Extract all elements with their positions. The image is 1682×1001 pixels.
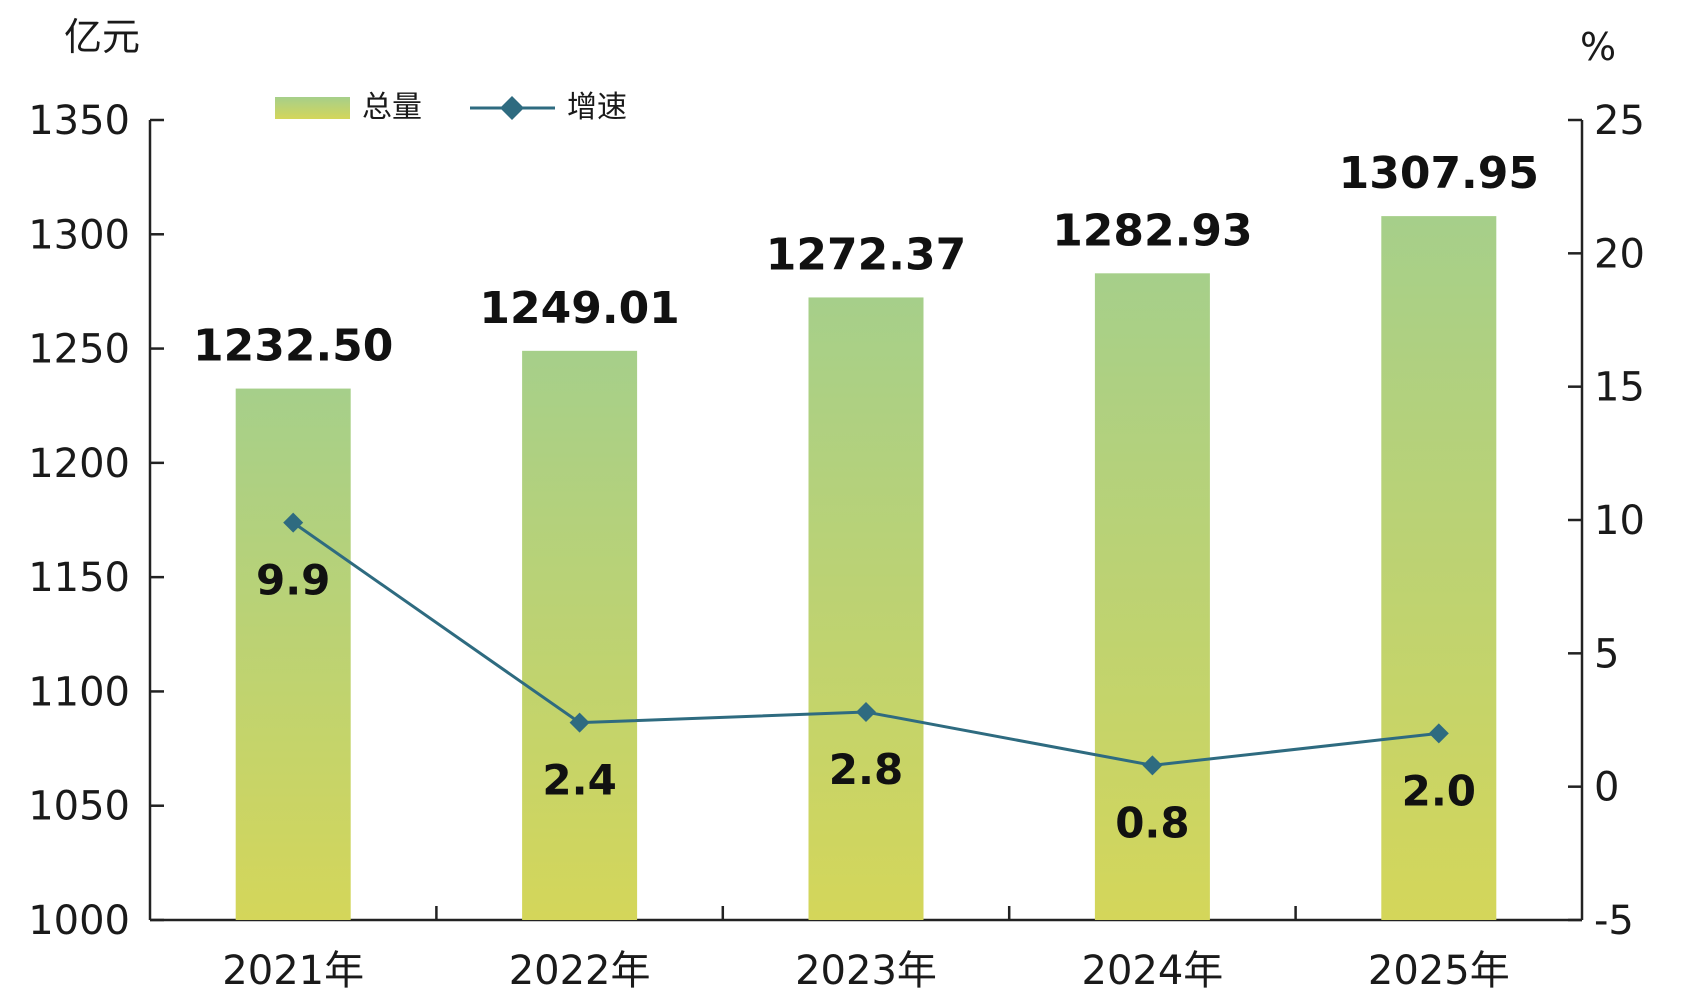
legend-bar-swatch [275,97,350,119]
right-tick-label: 0 [1594,765,1619,811]
left-axis-unit: 亿元 [64,15,140,59]
bar [522,350,638,920]
right-tick-label: 20 [1594,231,1645,277]
growth-point [856,702,876,722]
legend-bar-label: 总量 [362,90,422,125]
growth-point [569,712,590,733]
bar [1381,216,1497,921]
legend-line-label: 增速 [567,90,627,125]
left-tick-label: 1100 [28,669,130,715]
growth-point [283,512,304,533]
x-tick-label: 2022年 [509,948,651,994]
line-labels: 9.9 2.4 2.8 0.8 2.0 [256,556,1476,848]
bar-value-label: 1272.37 [766,229,966,280]
bar [235,388,351,921]
bars [235,216,1497,921]
bar-value-label: 1307.95 [1339,148,1539,199]
growth-value-label: 2.0 [1402,766,1476,815]
bar-labels: 1232.50 1249.01 1272.37 1282.93 1307.95 [193,148,1539,371]
growth-line [283,512,1449,776]
growth-point [1142,755,1163,776]
right-tick-label: 25 [1594,98,1645,144]
growth-point [1428,723,1449,744]
growth-value-label: 9.9 [256,556,330,605]
right-tick-label: 5 [1594,631,1619,677]
bar-value-label: 1232.50 [193,321,393,372]
left-tick-label: 1000 [28,898,130,944]
x-tick-label: 2021年 [222,948,364,994]
x-tick-label: 2023年 [795,948,937,994]
bar [1094,273,1210,920]
axes: 1000 1050 1100 1150 1200 1250 1300 1350 -5 0 5 10 15… [28,98,1645,994]
right-tick-label: 10 [1594,498,1645,544]
left-tick-label: 1050 [28,784,130,830]
right-tick-label: -5 [1594,898,1634,944]
bar-value-label: 1282.93 [1052,205,1252,256]
left-tick-label: 1300 [28,212,130,258]
x-tick-label: 2024年 [1082,948,1224,994]
bar-value-label: 1249.01 [479,283,679,334]
left-tick-label: 1250 [28,327,130,373]
left-tick-label: 1150 [28,555,130,601]
growth-value-label: 0.8 [1115,798,1189,847]
left-tick-label: 1200 [28,441,130,487]
legend-diamond-marker [500,96,524,120]
bar [808,297,924,920]
x-tick-label: 2025年 [1368,948,1510,994]
left-tick-label: 1350 [28,98,130,144]
right-tick-label: 15 [1594,365,1645,411]
legend: 总量 增速 [275,90,627,125]
growth-value-label: 2.4 [542,756,616,805]
right-axis-unit: % [1580,25,1616,69]
growth-value-label: 2.8 [829,745,903,794]
